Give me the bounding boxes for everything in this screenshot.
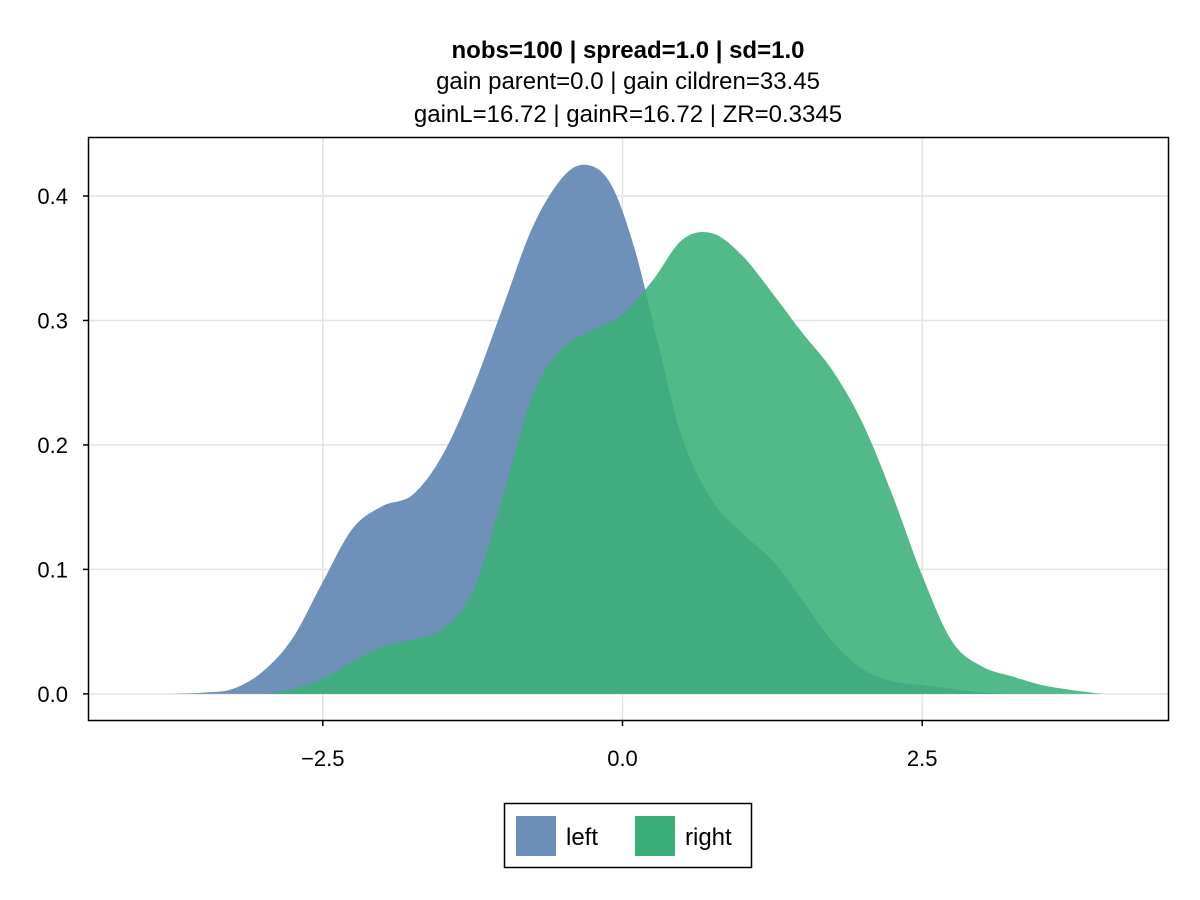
chart-title: nobs=100 | spread=1.0 | sd=1.0: [452, 37, 805, 64]
y-axis: 0.0 0.1 0.2 0.3 0.4: [37, 184, 89, 707]
chart-subtitle-line-2: gainL=16.72 | gainR=16.72 | ZR=0.3345: [414, 101, 842, 128]
y-tick-label: 0.3: [37, 308, 68, 333]
y-tick-label: 0.4: [37, 184, 68, 209]
x-tick-label: 0.0: [607, 746, 638, 771]
plot-frame: [87, 136, 1170, 722]
density-area-right: [262, 232, 1103, 694]
chart-subtitle-line-1: gain parent=0.0 | gain cildren=33.45: [436, 68, 820, 95]
legend-swatch-right: [635, 816, 675, 856]
density-areas: [172, 164, 1103, 694]
legend-label-left: left: [566, 824, 598, 851]
x-axis: −2.5 0.0 2.5: [301, 720, 938, 771]
y-tick-label: 0.1: [37, 557, 68, 582]
legend-swatch-left: [516, 816, 556, 856]
legend-frame: [503, 802, 753, 869]
y-tick-label: 0.0: [37, 682, 68, 707]
legend-label-right: right: [685, 824, 732, 851]
x-tick-label: 2.5: [907, 746, 938, 771]
legend: left right: [503, 802, 753, 869]
x-tick-label: −2.5: [301, 746, 344, 771]
y-tick-label: 0.2: [37, 433, 68, 458]
